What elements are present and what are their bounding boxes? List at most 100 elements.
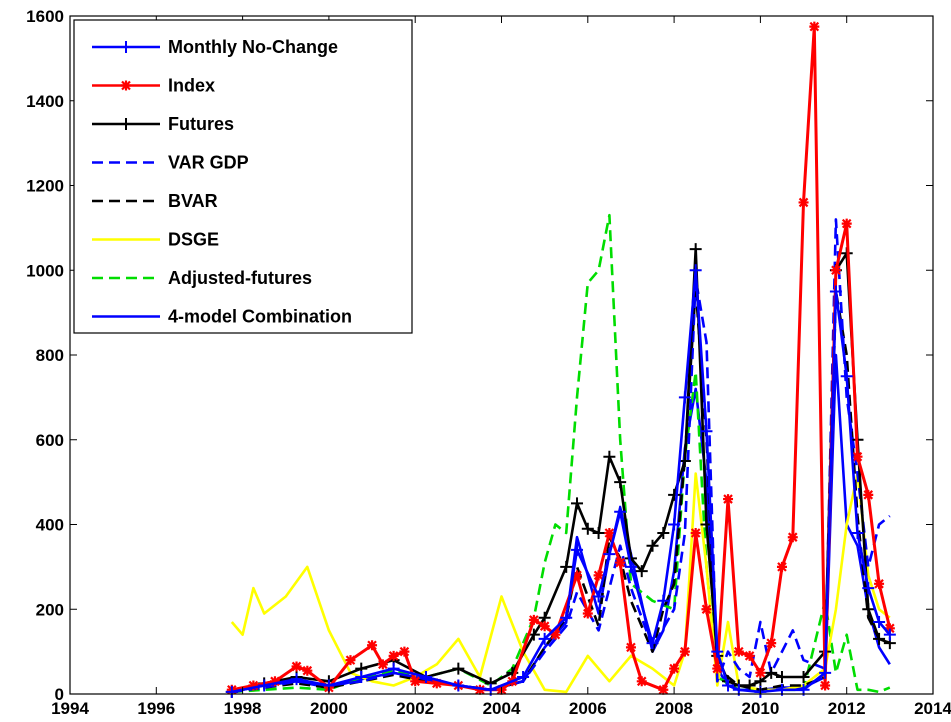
point-index <box>787 532 798 543</box>
point-monthly-no-change <box>646 637 659 650</box>
point-index <box>830 265 841 276</box>
point-monthly-no-change <box>571 543 584 556</box>
point-monthly-no-change <box>819 666 832 679</box>
point-monthly-no-change <box>862 582 875 595</box>
point-index <box>539 621 550 632</box>
tick-layer: 1994 1996 1998 2000 2002 2004 2006 2008 2010 2012… <box>26 7 951 718</box>
point-index <box>669 663 680 674</box>
series-line-dsge <box>230 472 891 694</box>
legend-label-monthly-no-change: Monthly No-Change <box>168 37 338 57</box>
point-index <box>701 604 712 615</box>
point-index <box>248 680 259 691</box>
legend-label-adjusted-futures: Adjusted-futures <box>168 268 312 288</box>
point-index <box>615 557 626 568</box>
point-futures <box>603 450 616 463</box>
point-futures <box>571 497 584 510</box>
point-index <box>658 684 669 695</box>
y-tick-label: 1600 <box>26 7 64 26</box>
series-bvar <box>231 285 891 694</box>
point-monthly-no-change <box>840 370 853 383</box>
y-tick-label: 800 <box>36 346 64 365</box>
point-index <box>593 570 604 581</box>
point-monthly-no-change <box>419 671 432 684</box>
x-tick-label: 2008 <box>655 699 693 718</box>
x-tick-label: 1998 <box>224 699 262 718</box>
point-index <box>820 680 831 691</box>
x-tick-label: 2000 <box>310 699 348 718</box>
point-futures <box>743 679 756 692</box>
x-tick-label: 2012 <box>828 699 866 718</box>
point-futures <box>689 243 702 256</box>
point-monthly-no-change <box>290 673 303 686</box>
series-index <box>226 21 895 695</box>
x-tick-label: 1996 <box>137 699 175 718</box>
point-index <box>550 629 561 640</box>
point-index <box>582 608 593 619</box>
point-monthly-no-change <box>258 679 271 692</box>
point-index <box>291 661 302 672</box>
point-index <box>755 667 766 678</box>
point-futures <box>614 476 627 489</box>
legend-label-bvar: BVAR <box>168 191 218 211</box>
y-tick-label: 1200 <box>26 177 64 196</box>
point-monthly-no-change <box>452 679 465 692</box>
point-monthly-no-change <box>387 662 400 675</box>
legend-marker-futures <box>120 118 132 130</box>
series-layer <box>225 21 896 698</box>
point-index <box>474 684 485 695</box>
point-futures <box>581 522 594 535</box>
legend: Monthly No-Change Index Futures VAR GDP BVAR… <box>73 19 413 334</box>
point-index <box>377 659 388 670</box>
point-index <box>604 527 615 538</box>
point-index <box>345 655 356 666</box>
x-tick-label: 2004 <box>483 699 521 718</box>
point-index <box>636 676 647 687</box>
y-tick-label: 200 <box>36 600 64 619</box>
legend-box <box>73 19 413 334</box>
point-futures <box>862 603 875 616</box>
point-futures <box>635 565 648 578</box>
y-tick-label: 1000 <box>26 261 64 280</box>
point-index <box>723 494 734 505</box>
legend-marker-monthly-no-change <box>120 41 132 53</box>
point-monthly-no-change <box>668 518 681 531</box>
y-tick-label: 0 <box>55 685 64 704</box>
point-index <box>367 640 378 651</box>
point-futures <box>775 671 788 684</box>
series-monthly-no-change <box>225 264 896 698</box>
point-index <box>572 570 583 581</box>
point-index <box>388 650 399 661</box>
x-tick-label: 1994 <box>51 699 89 718</box>
point-index <box>798 197 809 208</box>
point-monthly-no-change <box>722 679 735 692</box>
point-index <box>809 21 820 32</box>
point-index <box>863 489 874 500</box>
point-futures <box>452 662 465 675</box>
point-monthly-no-change <box>538 632 551 645</box>
point-monthly-no-change <box>883 628 896 641</box>
legend-marker-index <box>121 80 131 91</box>
point-monthly-no-change <box>603 548 616 561</box>
legend-label-futures: Futures <box>168 114 234 134</box>
point-monthly-no-change <box>873 615 886 628</box>
point-monthly-no-change <box>592 590 605 603</box>
point-monthly-no-change <box>225 685 238 698</box>
point-index <box>874 578 885 589</box>
legend-label-4-model-combination: 4-model Combination <box>168 307 352 327</box>
point-futures <box>873 632 886 645</box>
point-futures <box>765 666 778 679</box>
point-index <box>852 451 863 462</box>
point-index <box>302 665 313 676</box>
point-index <box>841 218 852 229</box>
y-tick-label: 600 <box>36 431 64 450</box>
point-monthly-no-change <box>624 560 637 573</box>
point-monthly-no-change <box>829 285 842 298</box>
point-index <box>625 642 636 653</box>
point-monthly-no-change <box>700 425 713 438</box>
series-dsge <box>230 472 891 694</box>
point-index <box>690 527 701 538</box>
point-monthly-no-change <box>560 611 573 624</box>
x-tick-label: 2006 <box>569 699 607 718</box>
series-line-monthly-no-change <box>231 268 891 694</box>
